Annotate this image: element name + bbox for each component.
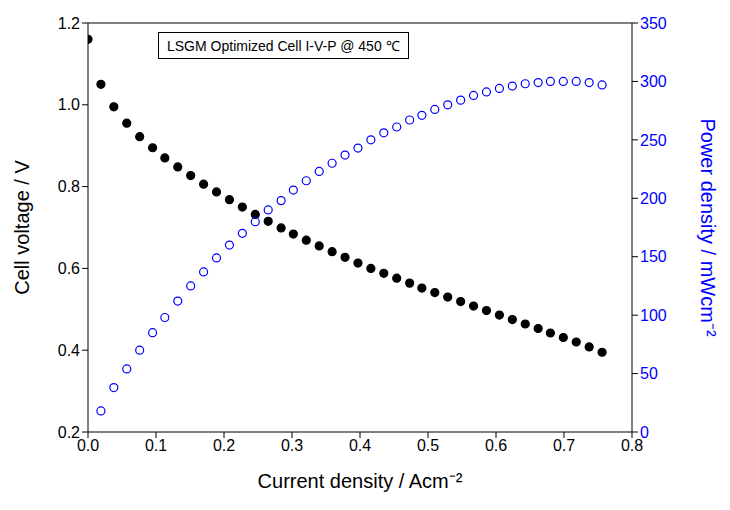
svg-text:0.8: 0.8 bbox=[58, 178, 80, 195]
svg-text:0.6: 0.6 bbox=[485, 437, 507, 454]
svg-text:300: 300 bbox=[640, 73, 667, 90]
svg-text:0: 0 bbox=[640, 424, 649, 441]
html-text:LSGM Optimized Cell I-V-P @ 45: LSGM Optimized Cell I-V-P @ 450 ℃ bbox=[167, 38, 400, 54]
svg-text:Cell voltage / V: Cell voltage / V bbox=[11, 160, 33, 295]
svg-text:0.6: 0.6 bbox=[58, 260, 80, 277]
svg-text:0.8: 0.8 bbox=[620, 437, 644, 455]
svg-text:0.0: 0.0 bbox=[77, 437, 99, 454]
svg-text:0.2: 0.2 bbox=[213, 437, 235, 454]
svg-text:250: 250 bbox=[640, 132, 667, 149]
svg-text:0.5: 0.5 bbox=[417, 437, 439, 454]
svg-text:0.4: 0.4 bbox=[58, 342, 80, 359]
svg-text:0.3: 0.3 bbox=[281, 437, 303, 454]
svg-text:0.4: 0.4 bbox=[349, 437, 371, 454]
svg-text:1.0: 1.0 bbox=[58, 96, 80, 113]
svg-text:Power density / mWcm⁻²: Power density / mWcm⁻² bbox=[697, 118, 719, 336]
svg-text:50: 50 bbox=[640, 365, 658, 382]
svg-text:350: 350 bbox=[640, 15, 667, 32]
svg-text:100: 100 bbox=[640, 307, 667, 324]
svg-text:0.1: 0.1 bbox=[145, 437, 167, 454]
svg-text:0.7: 0.7 bbox=[553, 437, 575, 454]
svg-text:1.2: 1.2 bbox=[58, 15, 80, 32]
svg-text:0.2: 0.2 bbox=[58, 424, 80, 441]
svg-text:150: 150 bbox=[640, 248, 667, 265]
svg-text:Current density / Acm⁻²: Current density / Acm⁻² bbox=[258, 470, 463, 492]
svg-text:200: 200 bbox=[640, 190, 667, 207]
